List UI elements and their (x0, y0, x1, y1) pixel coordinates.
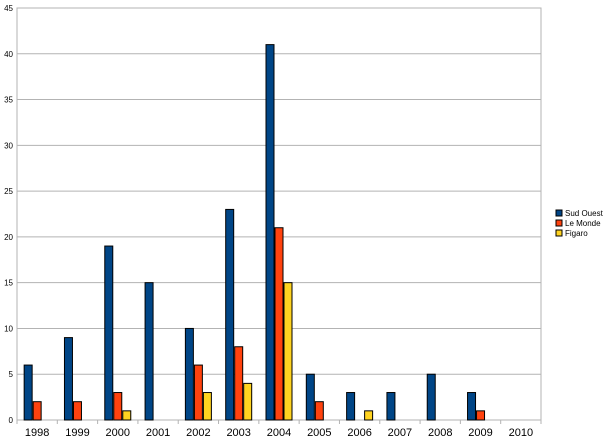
bar-sud-ouest-2003 (225, 208, 235, 421)
y-tick-label: 45 (4, 4, 13, 13)
legend-label: Sud Ouest (565, 209, 604, 218)
bar-le-monde-2005 (314, 401, 324, 421)
bar-figaro-2006 (364, 410, 374, 421)
legend-label: Le Monde (565, 219, 601, 228)
bar-sud-ouest-1999 (63, 337, 73, 421)
x-tick-label: 2008 (428, 427, 452, 439)
x-tick-label: 1998 (25, 427, 49, 439)
y-tick-label: 35 (4, 96, 13, 105)
x-tick-label: 2006 (347, 427, 371, 439)
y-tick-label: 5 (9, 370, 14, 379)
y-tick-label: 15 (4, 279, 13, 288)
bar-figaro-2000 (122, 410, 132, 421)
y-tick-label: 0 (9, 416, 14, 425)
bar-le-monde-1998 (32, 401, 42, 421)
bar-sud-ouest-2004 (265, 44, 275, 421)
x-tick-label: 2007 (388, 427, 412, 439)
bar-sud-ouest-2007 (386, 392, 396, 421)
bar-le-monde-2004 (274, 227, 284, 421)
bar-sud-ouest-2008 (426, 373, 436, 421)
x-tick-label: 2010 (509, 427, 533, 439)
bar-sud-ouest-1998 (23, 364, 33, 421)
bar-le-monde-2002 (193, 364, 203, 421)
x-tick-label: 2009 (468, 427, 492, 439)
x-tick-label: 2000 (106, 427, 130, 439)
x-tick-label: 2001 (146, 427, 170, 439)
axis-layer: 0 5 10 15 20 25 30 35 40 45 1998 1999 2000 2001 2002 20… (4, 4, 542, 439)
x-tick-label: 2003 (226, 427, 250, 439)
bar-sud-ouest-2009 (467, 392, 477, 421)
legend-swatch (555, 219, 563, 227)
x-tick-label: 1999 (65, 427, 89, 439)
bar-sud-ouest-2005 (305, 373, 315, 421)
bar-sud-ouest-2002 (184, 327, 194, 421)
bar-le-monde-2003 (234, 346, 244, 421)
bar-figaro-2004 (283, 282, 293, 421)
y-tick-label: 10 (4, 324, 13, 333)
bar-le-monde-2000 (113, 392, 123, 421)
bar-sud-ouest-2000 (104, 245, 114, 421)
bar-le-monde-1999 (72, 401, 82, 421)
x-tick-label: 2004 (267, 427, 291, 439)
legend-swatch (555, 209, 563, 217)
y-tick-label: 25 (4, 187, 13, 196)
x-tick-label: 2005 (307, 427, 331, 439)
bar-sud-ouest-2006 (346, 392, 356, 421)
bar-layer (23, 44, 486, 421)
bar-sud-ouest-2001 (144, 282, 154, 421)
bar-figaro-2003 (243, 382, 253, 421)
x-tick-label: 2002 (186, 427, 210, 439)
legend-label: Figaro (565, 229, 588, 238)
bar-figaro-2002 (202, 392, 212, 421)
bar-le-monde-2009 (476, 410, 486, 421)
y-tick-label: 40 (4, 50, 13, 59)
legend-swatch (555, 229, 563, 237)
y-tick-label: 20 (4, 233, 13, 242)
y-tick-label: 30 (4, 141, 13, 150)
